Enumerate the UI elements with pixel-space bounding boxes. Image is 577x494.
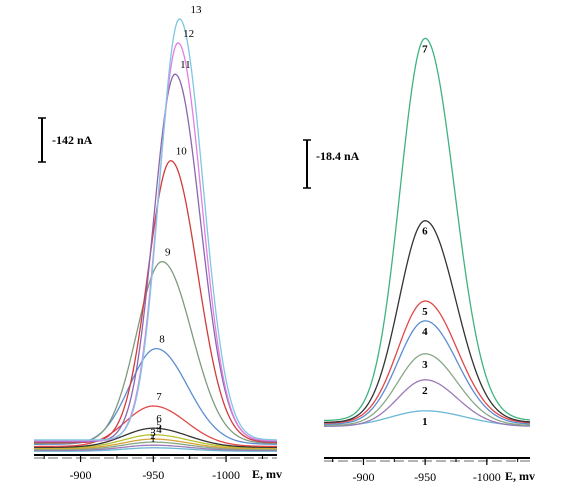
left-series-1-line	[34, 447, 277, 452]
left-series-11-label: 11	[180, 59, 191, 71]
right-series-6-line	[323, 220, 531, 424]
left-series-12-line	[34, 42, 278, 442]
left-series-6-line	[34, 427, 277, 448]
right-series-7-label: 7	[422, 43, 428, 55]
right-x-tick-label: -1000	[473, 470, 501, 484]
right-series-2-line	[323, 379, 531, 427]
left-series-7-line	[34, 405, 278, 448]
left-series-7-label: 7	[156, 391, 162, 403]
right-x-ticks: -900 -950 -1000	[332, 458, 519, 484]
left-series-8-label: 8	[159, 334, 165, 346]
left-series-3-line	[34, 441, 277, 451]
left-x-ticks: -900 -950 -1000	[43, 455, 263, 482]
right-x-axis-title: E, mv	[505, 469, 535, 483]
right-series-3-line	[323, 353, 531, 427]
left-x-tick-label: -950	[142, 468, 164, 482]
left-x-tick-label: -1000	[212, 468, 240, 482]
right-series-2-label: 2	[422, 385, 428, 397]
right-series-4-line	[323, 320, 531, 425]
right-series-5-line	[323, 300, 531, 424]
right-series-6-label: 6	[422, 226, 428, 238]
left-series-group	[34, 18, 278, 452]
right-series-4-label: 4	[422, 326, 428, 338]
right-x-tick-label: -900	[352, 470, 374, 484]
right-series-1-label: 1	[422, 416, 428, 428]
right-series-3-label: 3	[422, 359, 428, 371]
left-series-6-label: 6	[156, 413, 162, 425]
left-series-4-label: 4	[156, 424, 162, 436]
left-series-13-label: 13	[191, 4, 203, 16]
right-x-tick-label: -950	[414, 470, 436, 484]
right-series-labels: 1 2 3 4 5 6 7	[422, 43, 428, 427]
left-series-3-label: 3	[150, 427, 156, 439]
left-series-10-line	[34, 159, 278, 444]
right-series-5-label: 5	[422, 306, 428, 318]
right-series-7-line	[323, 37, 531, 422]
left-series-9-label: 9	[165, 247, 171, 259]
right-scale-bar-label: -18.4 nA	[316, 149, 360, 163]
left-series-5-label: 5	[156, 420, 162, 432]
left-scale-bar-label: -142 nA	[52, 133, 93, 147]
left-series-11-line	[34, 73, 278, 443]
left-series-13-line	[34, 18, 278, 441]
left-series-4-line	[34, 438, 277, 450]
right-chart-panel: -18.4 nA 1 2 3 4 5 6 7 -900 -950 -1000 E, mv	[303, 37, 535, 484]
left-series-2-label: 2	[150, 430, 156, 442]
left-series-2-line	[34, 444, 277, 452]
left-series-1-label: 1	[150, 433, 156, 445]
left-x-tick-label: -900	[70, 468, 92, 482]
left-series-12-label: 12	[183, 28, 194, 40]
left-x-axis-title: E, mv	[252, 467, 282, 481]
right-series-group	[323, 37, 531, 427]
left-series-10-label: 10	[176, 146, 188, 158]
